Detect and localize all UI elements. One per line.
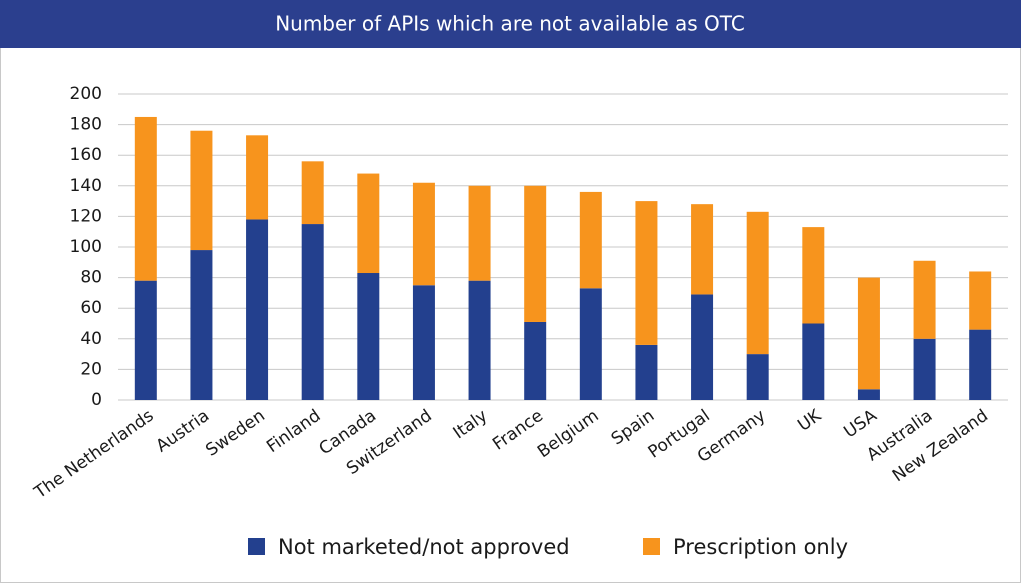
bar-segment <box>134 116 157 281</box>
legend-label: Prescription only <box>673 535 848 559</box>
bar-segment <box>913 338 936 400</box>
legend-swatch <box>643 538 660 555</box>
bar-segment <box>134 280 157 400</box>
bar-segment <box>635 201 658 345</box>
title-band <box>0 0 1021 48</box>
bar-segment <box>579 191 602 289</box>
bar-segment <box>635 344 658 400</box>
bar-segment <box>468 280 491 400</box>
bar-segment <box>301 224 324 400</box>
bar-segment <box>746 354 769 400</box>
y-tick-label: 160 <box>70 145 102 165</box>
bar-segment <box>857 389 880 400</box>
legend-swatch <box>248 538 265 555</box>
bar-segment <box>524 185 547 322</box>
bar-segment <box>969 271 992 330</box>
bar-segment <box>468 185 491 281</box>
legend-label: Not marketed/not approved <box>278 535 570 559</box>
bar-segment <box>357 173 380 274</box>
bar-segment <box>802 323 825 400</box>
bar-segment <box>412 182 435 286</box>
y-tick-label: 180 <box>70 115 102 135</box>
bar-segment <box>579 288 602 400</box>
bar-segment <box>857 277 880 390</box>
bar-segment <box>190 250 213 400</box>
y-tick-label: 40 <box>80 329 102 349</box>
bar-segment <box>246 219 269 400</box>
y-tick-label: 200 <box>70 84 102 104</box>
bar-segment <box>412 285 435 400</box>
bar-segment <box>301 161 324 225</box>
bar-segment <box>913 260 936 339</box>
chart-title: Number of APIs which are not available a… <box>275 12 745 36</box>
bar-segment <box>691 204 714 295</box>
bar-segment <box>746 211 769 355</box>
y-tick-label: 60 <box>80 298 102 318</box>
bar-segment <box>802 227 825 324</box>
bar-segment <box>190 130 213 251</box>
y-tick-label: 0 <box>91 390 102 410</box>
bar-segment <box>357 273 380 400</box>
y-tick-label: 120 <box>70 206 102 226</box>
y-tick-label: 140 <box>70 176 102 196</box>
y-tick-label: 80 <box>80 268 102 288</box>
bar-segment <box>524 321 547 400</box>
y-tick-label: 20 <box>80 359 102 379</box>
bar-segment <box>969 329 992 400</box>
y-tick-label: 100 <box>70 237 102 257</box>
bar-segment <box>246 135 269 220</box>
bar-segment <box>691 294 714 400</box>
